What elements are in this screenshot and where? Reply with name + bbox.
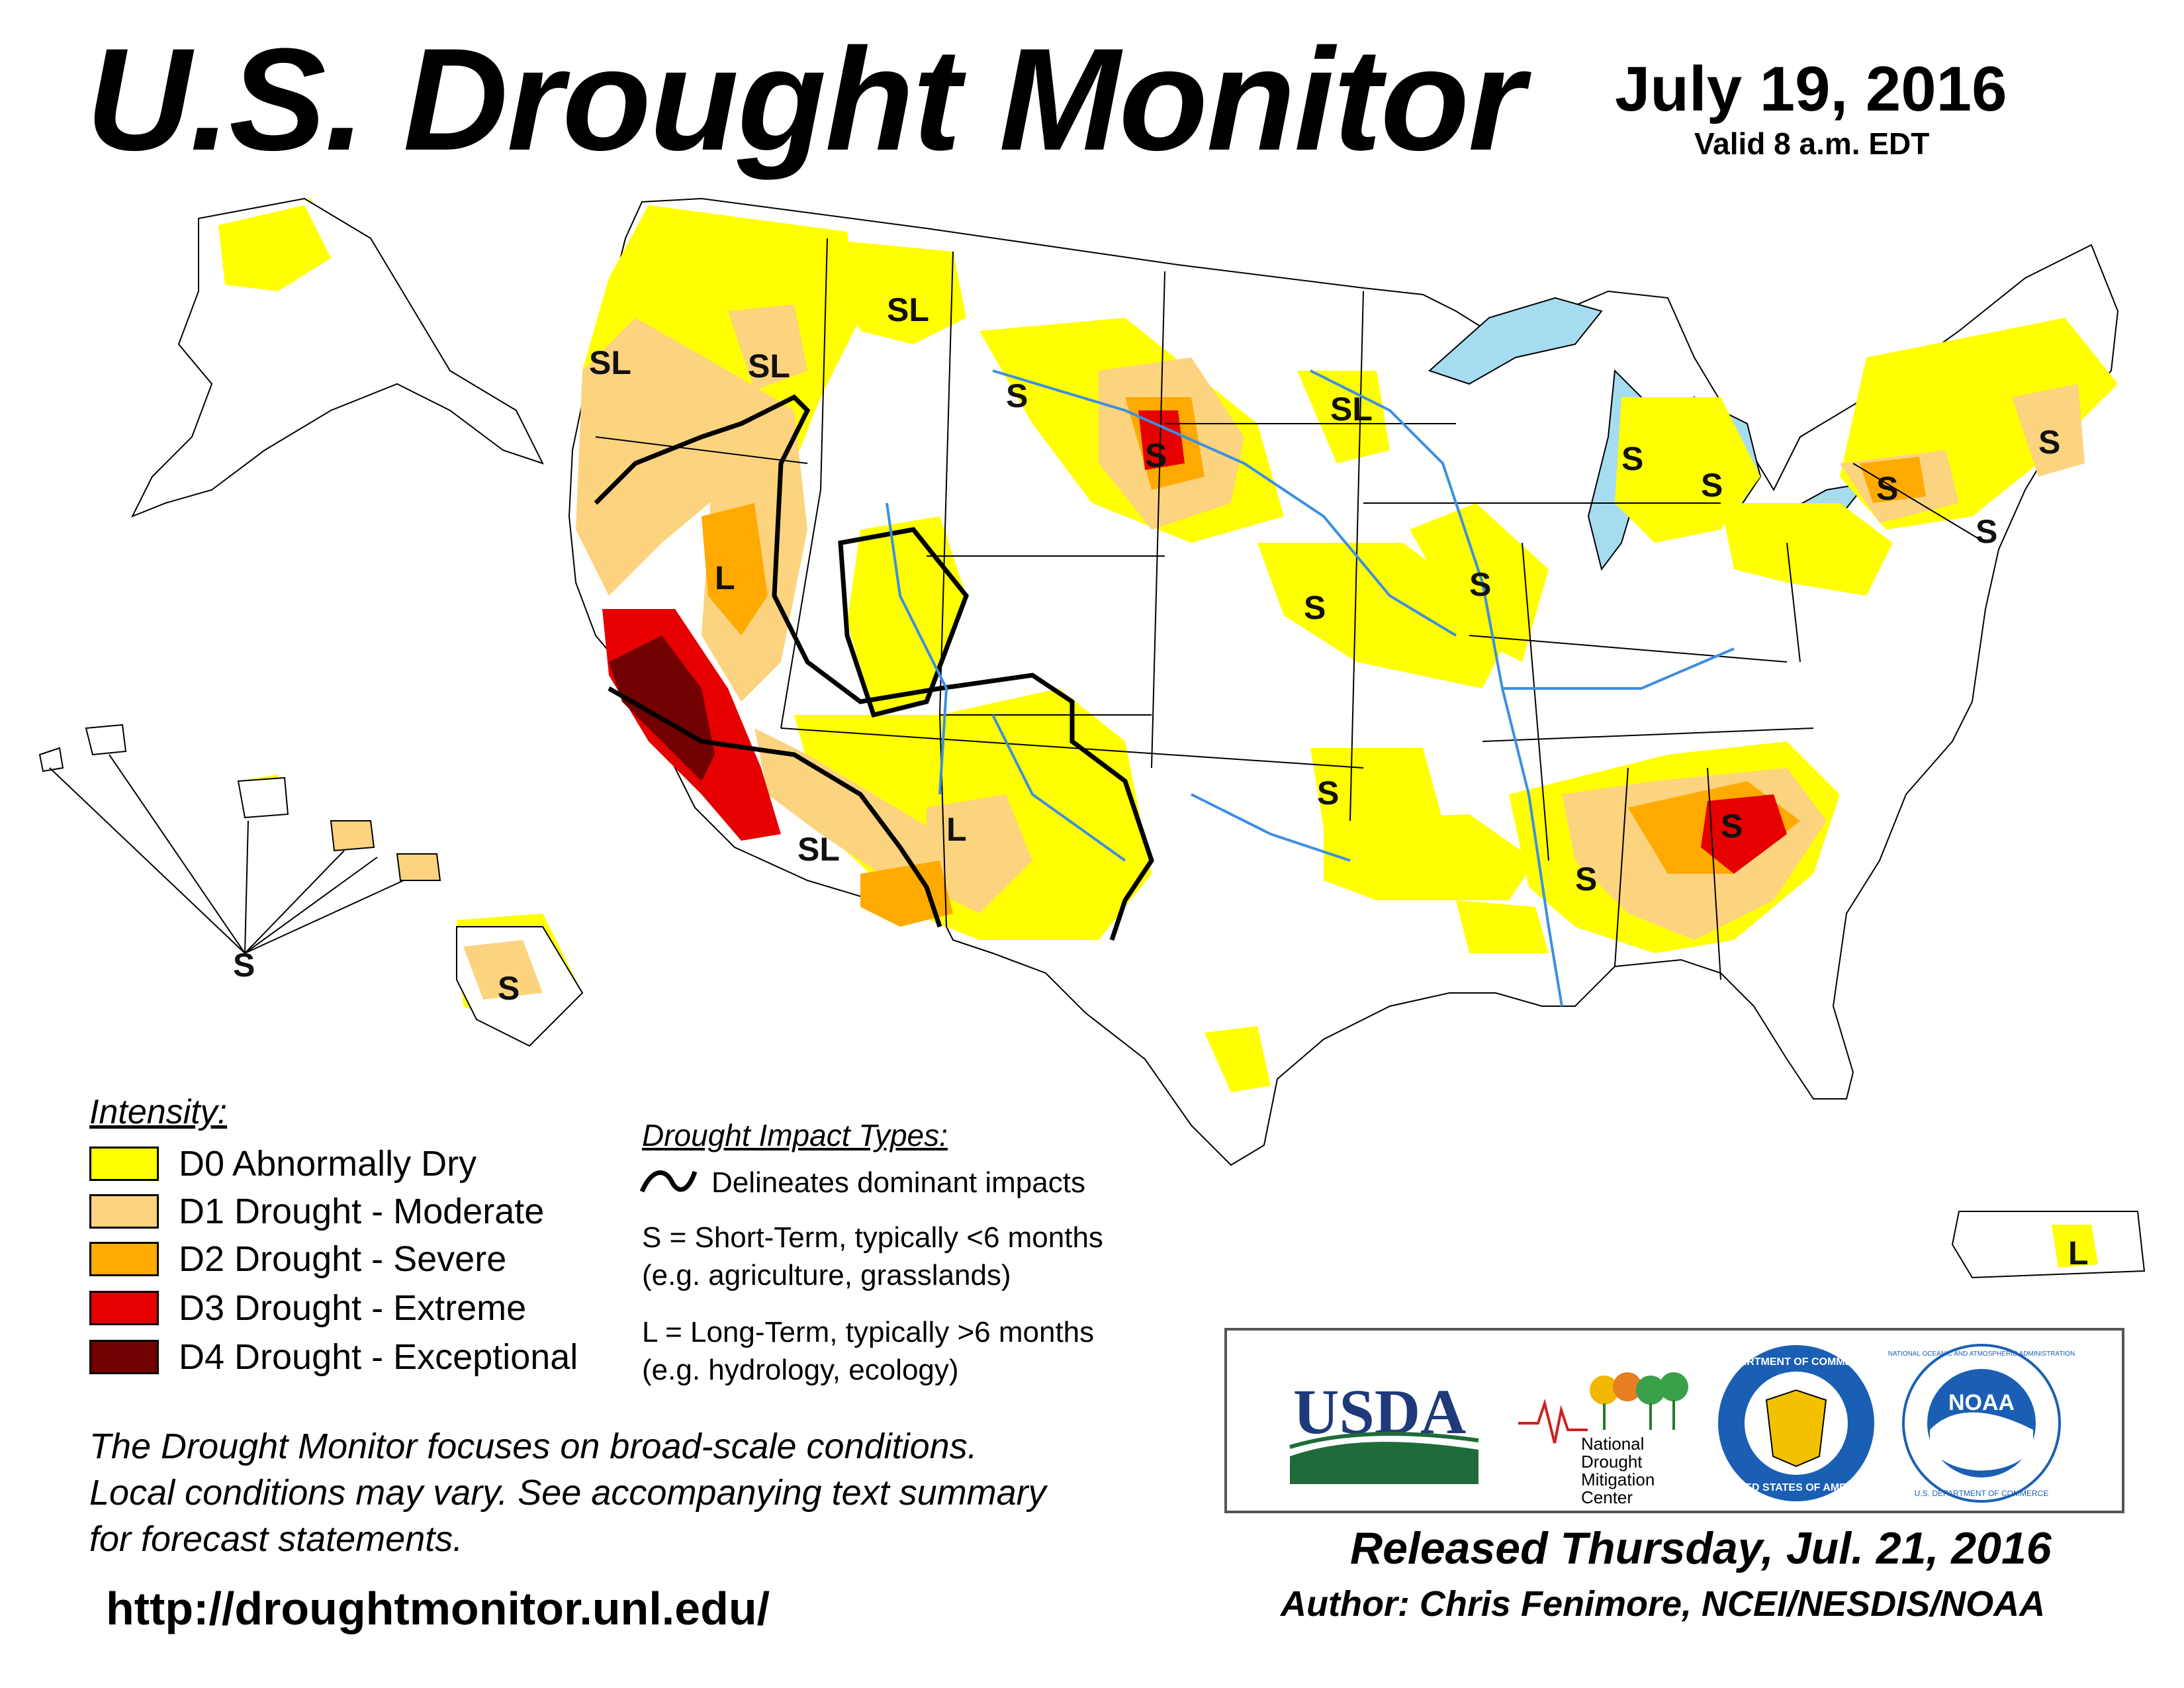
- legend-swatch: [89, 1147, 159, 1181]
- map-label-s: S: [1701, 467, 1723, 504]
- hawaii-leader-lines: [49, 754, 404, 954]
- map-label-s: S: [1575, 861, 1597, 898]
- legend-item-d2: D2 Drought - Severe: [89, 1239, 506, 1279]
- puerto-rico-d0: [2052, 1225, 2098, 1268]
- commerce-seal: DEPARTMENT OF COMMERCE UNITED STATES OF …: [1718, 1345, 1874, 1501]
- ndmc-logo: National Drought Mitigation Center: [1518, 1372, 1688, 1507]
- svg-text:Center: Center: [1581, 1487, 1633, 1507]
- legend-item-d4: D4 Drought - Exceptional: [89, 1337, 578, 1377]
- impact-types-title: Drought Impact Types:: [642, 1118, 948, 1152]
- intensity-title: Intensity:: [89, 1093, 228, 1131]
- usda-logo: USDA: [1289, 1376, 1479, 1484]
- legend-item-d1: D1 Drought - Moderate: [89, 1192, 544, 1231]
- puerto-rico-outline: [1951, 1211, 2146, 1279]
- alaska-d0: [218, 205, 331, 291]
- noaa-logo: NOAA NATIONAL OCEANIC AND ATMOSPHERIC AD…: [1888, 1344, 2075, 1503]
- website-link[interactable]: http://droughtmonitor.unl.edu/: [106, 1583, 770, 1634]
- map-label-sl: SL: [887, 291, 929, 328]
- svg-text:DEPARTMENT OF COMMERCE: DEPARTMENT OF COMMERCE: [1718, 1356, 1874, 1368]
- map-label-s: S: [233, 947, 255, 984]
- map-label-s: S: [1621, 440, 1643, 477]
- map-label-l: L: [946, 811, 967, 848]
- map-label-sl: SL: [589, 344, 631, 381]
- impact-short-term: S = Short-Term, typically <6 months: [642, 1221, 1103, 1254]
- note-line-1: The Drought Monitor focuses on broad-sca…: [89, 1427, 978, 1466]
- map-label-s: S: [2038, 424, 2060, 461]
- legend-label: D2 Drought - Severe: [179, 1239, 507, 1279]
- map-label-sl: SL: [1330, 391, 1373, 428]
- rivers: [886, 369, 1735, 1007]
- alaska-outline: [130, 197, 544, 518]
- svg-text:U.S. DEPARTMENT OF COMMERCE: U.S. DEPARTMENT OF COMMERCE: [1915, 1489, 2049, 1498]
- map-label-s: S: [498, 970, 520, 1007]
- map-label-sl: SL: [748, 348, 790, 385]
- map-date: July 19, 2016: [1615, 54, 2007, 124]
- author-credit: Author: Chris Fenimore, NCEI/NESDIS/NOAA: [1281, 1584, 2046, 1624]
- legend-swatch: [89, 1194, 159, 1229]
- valid-time: Valid 8 a.m. EDT: [1694, 126, 1930, 161]
- svg-text:Drought: Drought: [1581, 1452, 1643, 1472]
- legend-swatch: [89, 1291, 159, 1325]
- map-label-s: S: [1006, 377, 1028, 414]
- map-label-s: S: [1304, 589, 1326, 626]
- logos-svg: USDA National Drought Mitigation Center …: [1289, 1344, 2075, 1507]
- map-label-l: L: [2068, 1235, 2089, 1272]
- note-line-2: Local conditions may vary. See accompany…: [89, 1473, 1046, 1513]
- svg-text:NOAA: NOAA: [1948, 1390, 2015, 1415]
- legend-item-d0: D0 Abnormally Dry: [89, 1144, 477, 1184]
- impact-delineates: Delineates dominant impacts: [711, 1166, 1085, 1199]
- disclaimer-note: The Drought Monitor focuses on broad-sca…: [89, 1423, 1281, 1562]
- impact-long-term-example: (e.g. hydrology, ecology): [642, 1354, 959, 1386]
- legend-item-d3: D3 Drought - Extreme: [89, 1288, 526, 1328]
- map-label-s: S: [1469, 566, 1491, 603]
- lake-superior: [1428, 297, 1603, 385]
- d4-area: [609, 635, 715, 781]
- svg-text:NATIONAL OCEANIC AND ATMOSPHER: NATIONAL OCEANIC AND ATMOSPHERIC ADMINIS…: [1888, 1350, 2075, 1358]
- impact-labels: SL SL SL S S SL L S S S S S S S S SL L S…: [233, 291, 2089, 1272]
- map-label-l: L: [715, 559, 735, 596]
- hawaii-d1: [463, 940, 543, 1000]
- map-label-s: S: [1976, 513, 1997, 550]
- partner-logos: USDA National Drought Mitigation Center …: [1224, 1328, 2124, 1513]
- svg-text:National: National: [1581, 1434, 1644, 1454]
- note-line-3: for forecast statements.: [89, 1519, 463, 1559]
- map-label-s: S: [1145, 437, 1167, 474]
- map-label-sl: SL: [797, 831, 840, 868]
- release-date: Released Thursday, Jul. 21, 2016: [1350, 1523, 2052, 1573]
- legend-label: D3 Drought - Extreme: [179, 1288, 527, 1328]
- impact-boundaries: [594, 394, 1154, 941]
- impact-line-icon: [639, 1170, 698, 1193]
- legend-swatch: [89, 1340, 159, 1374]
- legend-label: D1 Drought - Moderate: [179, 1192, 545, 1231]
- svg-text:Mitigation: Mitigation: [1581, 1470, 1655, 1489]
- impact-long-term: L = Long-Term, typically >6 months: [642, 1316, 1095, 1348]
- map-title: U.S. Drought Monitor: [86, 18, 1525, 181]
- svg-text:UNITED STATES OF AMERICA: UNITED STATES OF AMERICA: [1720, 1482, 1872, 1493]
- legend-label: D0 Abnormally Dry: [179, 1144, 477, 1184]
- legend-swatch: [89, 1242, 159, 1276]
- legend-label: D4 Drought - Exceptional: [179, 1337, 578, 1377]
- map-label-s: S: [1876, 470, 1898, 507]
- map-label-s: S: [1317, 774, 1339, 812]
- map-label-s: S: [1721, 808, 1743, 845]
- impact-short-term-example: (e.g. agriculture, grasslands): [642, 1259, 1011, 1291]
